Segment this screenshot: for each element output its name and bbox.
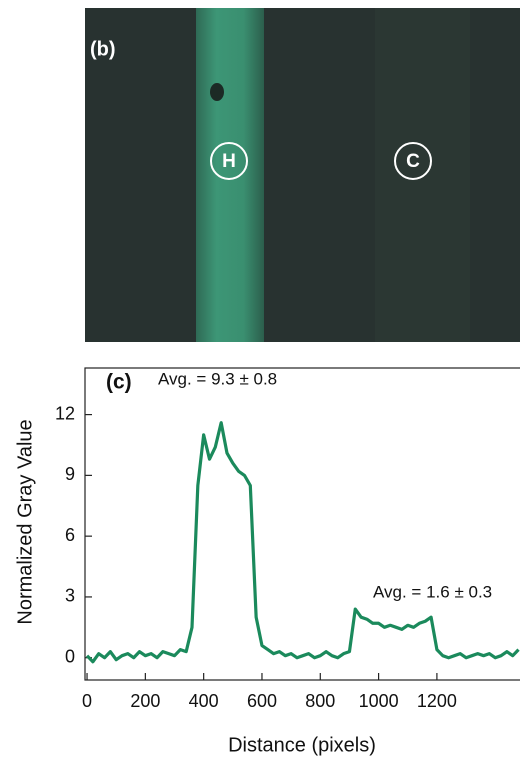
marker-circle: [394, 142, 432, 180]
x-tick-label: 0: [82, 691, 92, 711]
y-tick-label: 0: [65, 646, 75, 666]
panel-label: (b): [90, 38, 116, 60]
marker-circle: [210, 142, 248, 180]
x-tick-label: 1000: [359, 691, 399, 711]
marker-label: C: [406, 151, 420, 172]
plot-frame: [84, 367, 520, 681]
annotation: Avg. = 1.6 ± 0.3: [373, 582, 492, 601]
photo-panel: (b) H C: [85, 8, 520, 342]
control-strip: [375, 8, 470, 342]
y-tick-label: 9: [65, 464, 75, 484]
y-tick-label: 12: [55, 403, 75, 423]
bright-strip: [196, 8, 264, 342]
x-tick-label: 1200: [417, 691, 457, 711]
marker-label: H: [222, 151, 236, 172]
annotation: Avg. = 9.3 ± 0.8: [158, 369, 277, 388]
x-tick-label: 800: [305, 691, 335, 711]
x-axis-label: Distance (pixels): [228, 734, 376, 756]
y-tick-label: 3: [65, 586, 75, 606]
spot: [210, 83, 224, 101]
x-tick-label: 600: [247, 691, 277, 711]
data-line: [85, 421, 520, 664]
x-tick-label: 400: [189, 691, 219, 711]
y-axis-label: Normalized Gray Value: [14, 419, 36, 624]
y-tick-label: 6: [65, 525, 75, 545]
x-tick-label: 200: [130, 691, 160, 711]
panel-label: (c): [106, 371, 132, 394]
